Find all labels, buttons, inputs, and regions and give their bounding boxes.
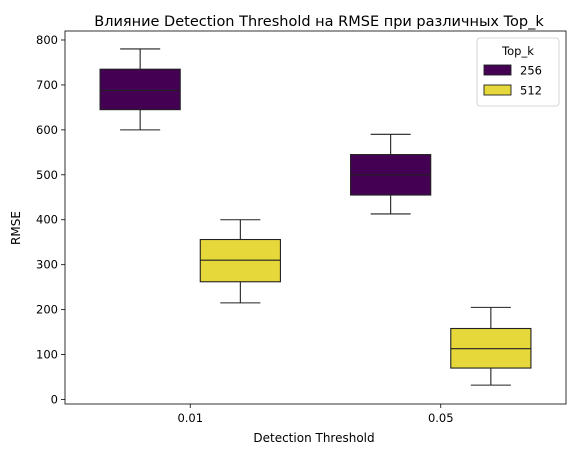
legend-swatch-256 (483, 64, 512, 76)
y-tick-label: 600 (36, 123, 58, 137)
chart-title: Влияние Detection Threshold на RMSE при … (94, 14, 544, 30)
iqr-box (99, 68, 181, 111)
y-tick-label: 800 (36, 33, 58, 47)
plot-frame (64, 30, 567, 405)
x-tick-label: 0.01 (177, 411, 203, 425)
y-tick-label: 700 (36, 78, 58, 92)
legend-swatch-512 (483, 84, 512, 96)
y-tick-label: 0 (51, 393, 58, 407)
y-axis-label: RMSE (9, 211, 23, 245)
y-tick-label: 500 (36, 168, 58, 182)
x-axis-label: Detection Threshold (253, 431, 374, 445)
x-tick-label: 0.05 (428, 411, 454, 425)
y-tick-label: 200 (36, 303, 58, 317)
box-256-0.05 (350, 133, 432, 215)
y-tick-label: 300 (36, 258, 58, 272)
legend-title: Top_k (501, 44, 534, 58)
box-512-0.05 (450, 306, 532, 386)
y-tick-label: 100 (36, 348, 58, 362)
plot-area (99, 48, 532, 386)
legend-label-256: 256 (520, 64, 542, 78)
legend: Top_k 256 512 (476, 37, 560, 107)
legend-label-512: 512 (520, 84, 542, 98)
box-256-0.01 (99, 48, 181, 131)
box-512-0.01 (199, 219, 281, 304)
y-tick-label: 400 (36, 213, 58, 227)
